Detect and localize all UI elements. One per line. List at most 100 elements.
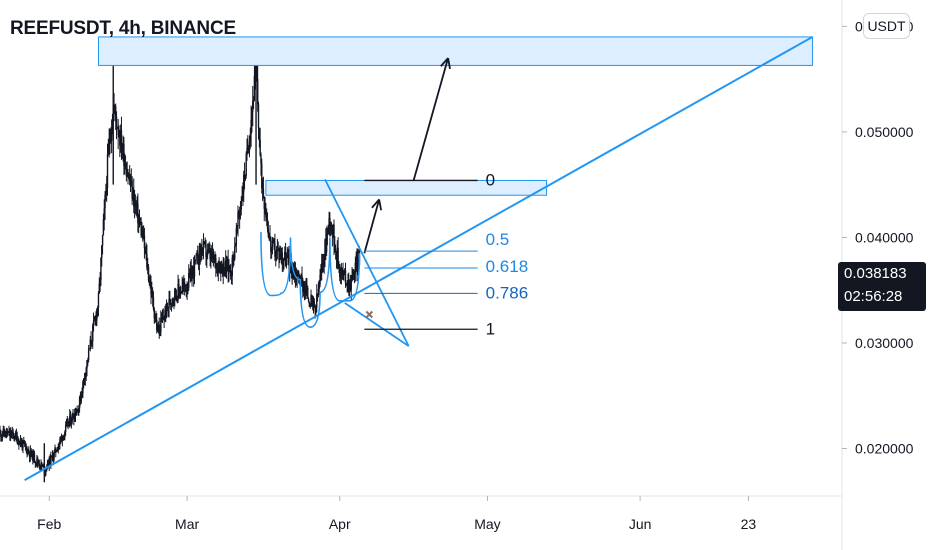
candle-body [163,318,165,320]
candle-body [157,328,160,332]
falling-wedge-lower-line[interactable] [344,302,410,347]
candle-body [235,228,238,246]
candle-body [287,255,289,258]
candle-body [42,466,45,467]
candle-body [229,266,231,271]
resistance-zone-upper[interactable] [97,36,813,66]
time-tick-label: Mar [175,516,199,532]
candle-body [133,200,136,207]
candle-body [174,288,177,296]
candle-body [23,443,26,445]
candle-body [83,378,86,380]
stop-loss-marker[interactable] [365,310,374,319]
candle-body [300,275,302,286]
last-price-tag: 0.038183 02:56:28 [838,262,926,311]
time-tick-label: 23 [741,516,757,532]
candle-body [106,154,109,188]
candle-body [159,324,161,333]
candle-body [151,290,154,298]
candle-body [294,271,297,278]
candle-body [246,147,248,155]
candle-body [37,458,39,464]
candle-body [347,279,349,287]
arrow-head [378,199,383,211]
candle-body [223,261,225,275]
candle-body [214,257,216,259]
fib-level-label: 0.618 [486,257,529,276]
candle-body [320,270,322,275]
candle-body [114,106,116,108]
candle-body [334,250,337,252]
candle-body [217,270,219,273]
candle-body [84,377,87,379]
candle-body [185,289,187,292]
stop-x-stroke [365,310,374,319]
time-tick-label: Jun [629,516,652,532]
candle-body [0,436,3,437]
candle-body [149,282,151,285]
candle-body [17,441,19,444]
candle-body [142,230,144,239]
candle-body [216,263,219,273]
candle-body [73,418,75,420]
candle-body [5,431,7,437]
candle-body [192,266,194,272]
target-arrow-lower[interactable] [363,198,383,254]
candle-body [73,412,76,420]
falling-wedge-upper-line[interactable] [324,179,410,347]
candle-body [309,306,311,308]
candle-body [251,111,253,120]
candle-body [24,443,27,447]
candle-body [226,259,229,271]
candle-body [59,439,61,444]
candle-body [46,460,49,469]
fib-retracement[interactable]: 0 0.5 0.618 0.786 1 [364,170,528,338]
candle-body [342,271,344,275]
candle-body [160,317,163,320]
candle-body [282,260,284,262]
candle-body [283,259,285,261]
candle-body [234,245,237,247]
candle-body [85,368,87,378]
candle-body [69,415,71,422]
candle-body [60,436,63,439]
candle-body [261,163,263,189]
candle-body [145,250,147,254]
candle-body [8,431,10,436]
fib-level-label: 0 [486,170,495,189]
candle-body [147,267,150,281]
resistance-zone-lower[interactable] [265,179,548,196]
candle-body [308,301,311,307]
candle-body [199,245,201,255]
time-axis[interactable]: Feb Mar Apr May Jun 23 [0,495,842,532]
candle-body [153,308,155,319]
candle-body [188,273,191,275]
candle-body [328,218,330,225]
candle-body [108,139,110,148]
pattern-curve[interactable] [260,232,361,328]
candle-body [264,208,266,212]
candle-body [38,464,41,467]
drawings-layer[interactable]: 0 0.5 0.618 0.786 1 [24,36,813,482]
candle-body [25,446,27,449]
candle-body [31,451,33,456]
target-arrow-upper[interactable] [412,57,451,181]
candle-body [284,251,287,266]
candle-body [258,127,261,140]
candle-body [187,287,189,292]
candle-body [204,242,206,245]
candle-body [211,252,213,259]
candle-body [166,302,169,308]
candle-body [21,441,23,449]
currency-button[interactable]: USDT [863,13,910,39]
candle-body [202,248,204,254]
candle-body [306,287,308,293]
candle-body [266,219,269,229]
candle-body [203,241,206,243]
candle-body [96,307,99,310]
candle-body [218,266,220,271]
candle-body [231,257,233,277]
ascending-trendline[interactable] [24,36,813,482]
candle-body [243,174,246,180]
